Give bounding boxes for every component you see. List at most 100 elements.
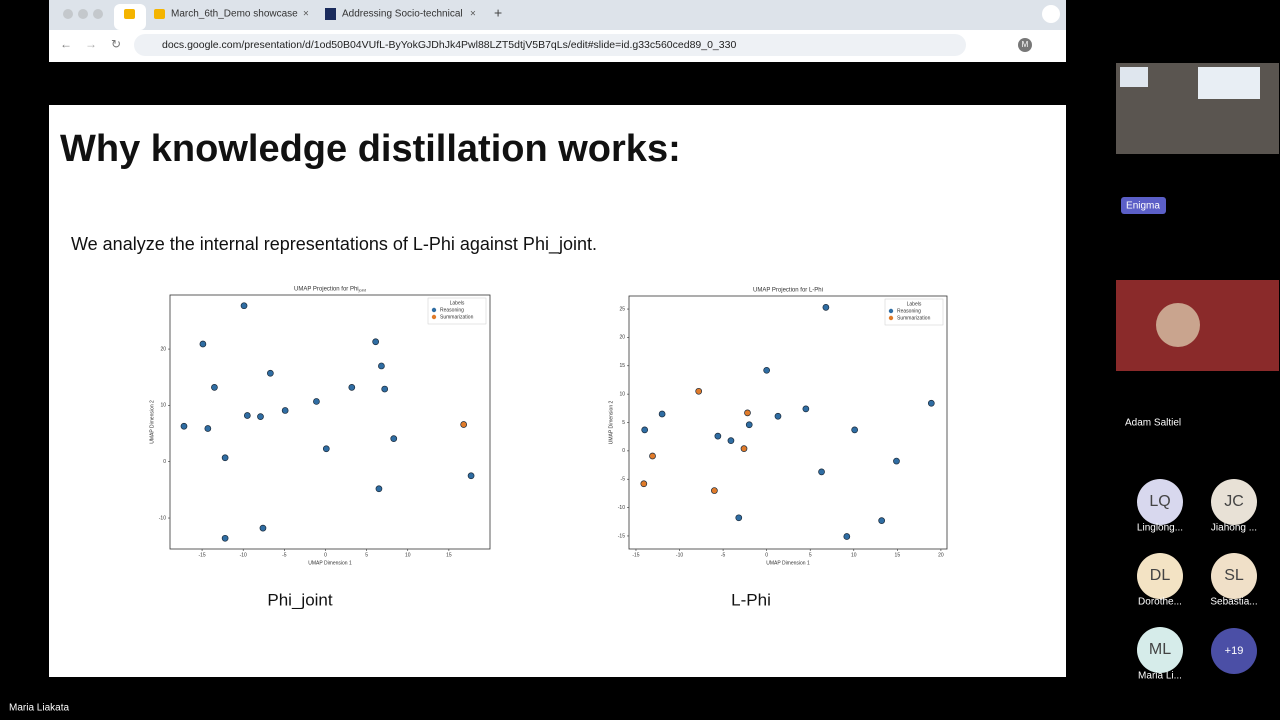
y-tick-label: -10 bbox=[618, 505, 625, 511]
y-tick-label: -5 bbox=[621, 477, 626, 483]
tab-menu[interactable] bbox=[1042, 5, 1060, 23]
chart-title: UMAP Projection for Phijoint bbox=[294, 287, 367, 293]
video-detail bbox=[1120, 67, 1148, 87]
tab-title[interactable]: Addressing Socio-technical bbox=[342, 9, 463, 20]
participant-avatar bbox=[1137, 479, 1183, 525]
participant-name: Jiahong ... bbox=[1211, 523, 1257, 534]
participant-name: Linglong... bbox=[1137, 523, 1183, 534]
back-button[interactable]: ← bbox=[60, 37, 72, 51]
legend bbox=[884, 298, 944, 326]
x-tick-label: 0 bbox=[324, 552, 327, 558]
data-point bbox=[649, 452, 656, 460]
data-point bbox=[381, 385, 389, 393]
y-tick-label: -10 bbox=[159, 515, 166, 521]
y-tick-label: 0 bbox=[163, 459, 166, 465]
window-button[interactable] bbox=[63, 9, 73, 19]
data-point bbox=[390, 435, 398, 442]
new-tab[interactable]: + bbox=[494, 5, 502, 21]
video-detail bbox=[1198, 67, 1260, 99]
legend-marker bbox=[431, 314, 437, 320]
window-button[interactable] bbox=[93, 9, 103, 19]
title-subscript: joint bbox=[358, 288, 367, 293]
profile-avatar[interactable] bbox=[1018, 38, 1032, 52]
data-point bbox=[211, 384, 218, 391]
y-tick-label: 0 bbox=[622, 448, 625, 454]
data-point bbox=[641, 426, 649, 434]
more-button[interactable] bbox=[1211, 628, 1257, 674]
x-axis-label: UMAP Dimension 1 bbox=[766, 560, 810, 566]
data-point bbox=[460, 421, 468, 428]
data-point bbox=[727, 437, 735, 445]
legend-label: Summarization bbox=[897, 315, 931, 321]
data-point bbox=[695, 387, 703, 395]
data-point bbox=[267, 369, 274, 377]
window-button[interactable] bbox=[78, 9, 88, 19]
data-point bbox=[711, 487, 718, 494]
y-axis-label: UMAP Dimension 2 bbox=[149, 400, 155, 444]
data-point bbox=[257, 413, 264, 420]
chart-caption: L-Phi bbox=[731, 590, 771, 609]
data-point bbox=[774, 412, 782, 420]
data-point bbox=[204, 425, 212, 432]
legend-title: Labels bbox=[450, 300, 465, 306]
data-point bbox=[259, 524, 267, 532]
url[interactable]: docs.google.com/presentation/d/1od50B04V… bbox=[162, 39, 736, 51]
y-tick-label: 20 bbox=[160, 346, 166, 352]
tab-close[interactable]: × bbox=[470, 9, 476, 20]
x-tick-label: 5 bbox=[809, 552, 812, 558]
data-point bbox=[851, 426, 858, 434]
data-point bbox=[658, 410, 666, 418]
y-tick-label: 10 bbox=[160, 403, 166, 409]
data-point bbox=[745, 421, 753, 429]
participant-initials: LQ bbox=[1149, 493, 1170, 510]
participant-initials: SL bbox=[1224, 567, 1244, 584]
x-tick-label: 15 bbox=[446, 552, 452, 558]
x-tick-label: -15 bbox=[198, 552, 205, 558]
reload-button[interactable]: ↻ bbox=[111, 37, 121, 51]
data-point bbox=[467, 472, 475, 480]
y-tick-label: 20 bbox=[619, 335, 625, 341]
chart-caption: Phi_joint bbox=[267, 590, 332, 609]
participant-initials: JC bbox=[1224, 493, 1244, 510]
legend-marker bbox=[888, 315, 894, 321]
data-point bbox=[735, 514, 743, 522]
address-bar[interactable] bbox=[134, 34, 966, 56]
legend-title: Labels bbox=[907, 301, 922, 307]
x-tick-label: -10 bbox=[240, 552, 247, 558]
slides-icon bbox=[124, 9, 135, 19]
data-point bbox=[322, 445, 330, 453]
more-count[interactable]: +19 bbox=[1225, 645, 1244, 657]
data-point bbox=[313, 398, 320, 405]
video-detail bbox=[1156, 303, 1200, 347]
data-point bbox=[822, 303, 830, 311]
self-name: Maria Liakata bbox=[9, 703, 69, 714]
data-point bbox=[375, 485, 383, 493]
y-tick-label: 25 bbox=[619, 306, 625, 312]
data-point bbox=[243, 412, 251, 419]
data-point bbox=[199, 340, 207, 348]
legend-marker bbox=[431, 307, 437, 313]
tab-title[interactable]: March_6th_Demo showcase bbox=[171, 9, 298, 20]
slides-icon bbox=[154, 9, 165, 19]
tab-close[interactable]: × bbox=[303, 9, 309, 20]
forward-button[interactable]: → bbox=[85, 37, 97, 51]
slide-title: Why knowledge distillation works: bbox=[60, 128, 681, 170]
x-tick-label: -5 bbox=[721, 552, 726, 558]
slide-text: We analyze the internal representations … bbox=[71, 234, 597, 255]
data-point bbox=[348, 384, 356, 391]
data-point bbox=[240, 302, 248, 310]
data-point bbox=[180, 422, 188, 430]
data-point bbox=[744, 409, 751, 417]
legend-label: Reasoning bbox=[897, 308, 921, 314]
x-tick-label: -10 bbox=[676, 552, 683, 558]
legend-label: Reasoning bbox=[440, 307, 464, 313]
profile-initial[interactable]: M bbox=[1022, 40, 1029, 49]
legend-marker bbox=[888, 308, 894, 314]
participant-name: Dorothe... bbox=[1138, 597, 1182, 608]
data-point bbox=[802, 405, 810, 413]
tab-bar bbox=[49, 0, 1066, 30]
data-point bbox=[640, 480, 648, 488]
room-badge bbox=[1121, 197, 1166, 214]
x-tick-label: 0 bbox=[765, 552, 768, 558]
